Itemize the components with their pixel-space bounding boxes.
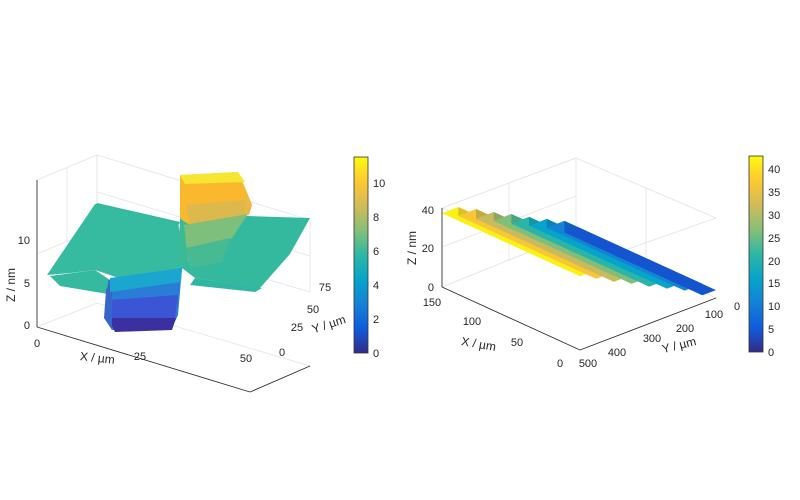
right-cb-tick-35: 35 [768, 187, 780, 199]
right-cb-tick-15: 15 [768, 278, 780, 290]
right-x-tick-100: 100 [463, 316, 481, 328]
left-cb-tick-8: 8 [373, 212, 379, 224]
right-y-axis-label: Y / µm [661, 334, 698, 356]
right-y-tick-500: 500 [579, 358, 597, 370]
left-z-tick-5: 5 [24, 278, 30, 290]
left-y-tick-25: 25 [291, 322, 303, 334]
chart-left-surface [47, 172, 310, 332]
chart-right-axes [441, 208, 717, 351]
left-y-tick-0: 0 [279, 347, 285, 359]
chart-left-colorbar: 0 2 4 6 8 10 [353, 156, 385, 360]
right-z-axis-label: Z / nm [405, 231, 419, 265]
left-y-tick-50: 50 [307, 304, 319, 316]
left-x-axis-label: X / µm [79, 349, 115, 367]
right-x-tick-150: 150 [423, 297, 441, 309]
right-z-tick-40: 40 [422, 205, 434, 217]
chart-left-ticks: 0 25 50 0 25 50 75 0 5 10 [18, 235, 331, 365]
left-cb-tick-0: 0 [373, 348, 379, 360]
left-cb-tick-6: 6 [373, 246, 379, 258]
chart-right-ticks: 40 20 0 150 100 50 0 500 400 300 200 100… [422, 205, 740, 370]
chart-right-surface [442, 207, 716, 296]
chart-right-colorbar: 0 5 10 15 20 25 30 35 40 [748, 155, 780, 359]
right-cb-tick-10: 10 [768, 301, 780, 313]
chart-left: 0 25 50 0 25 50 75 0 5 10 X / µm Y / µm … [4, 154, 385, 393]
right-y-tick-200: 200 [676, 323, 694, 335]
right-z-tick-20: 20 [422, 243, 434, 255]
right-cb-tick-20: 20 [768, 256, 780, 268]
right-cb-tick-0: 0 [768, 347, 774, 359]
right-z-tick-0: 0 [428, 282, 434, 294]
right-cb-tick-5: 5 [768, 324, 774, 336]
left-z-tick-10: 10 [18, 235, 30, 247]
right-y-tick-400: 400 [608, 347, 626, 359]
right-y-tick-100: 100 [705, 309, 723, 321]
chart-left-axes [36, 180, 311, 393]
right-cb-tick-30: 30 [768, 210, 780, 222]
left-colorbar-gradient [354, 157, 368, 353]
left-z-axis-label: Z / nm [4, 268, 18, 302]
right-x-tick-0: 0 [557, 358, 563, 370]
left-cb-tick-2: 2 [373, 314, 379, 326]
right-x-axis-label: X / µm [460, 334, 497, 354]
left-z-tick-0: 0 [24, 320, 30, 332]
left-cb-tick-4: 4 [373, 280, 379, 292]
right-cb-tick-40: 40 [768, 164, 780, 176]
left-x-tick-25: 25 [134, 351, 146, 363]
left-y-tick-75: 75 [319, 282, 331, 294]
right-x-tick-50: 50 [511, 337, 523, 349]
terrace-8 [564, 227, 716, 296]
chart-right: 40 20 0 150 100 50 0 500 400 300 200 100… [405, 155, 780, 370]
left-cb-tick-10: 10 [373, 178, 385, 190]
left-x-tick-0: 0 [34, 338, 40, 350]
right-cb-tick-25: 25 [768, 233, 780, 245]
right-colorbar-gradient [749, 156, 763, 352]
left-x-tick-50: 50 [240, 353, 252, 365]
right-y-tick-300: 300 [643, 333, 661, 345]
right-y-tick-0: 0 [734, 301, 740, 313]
